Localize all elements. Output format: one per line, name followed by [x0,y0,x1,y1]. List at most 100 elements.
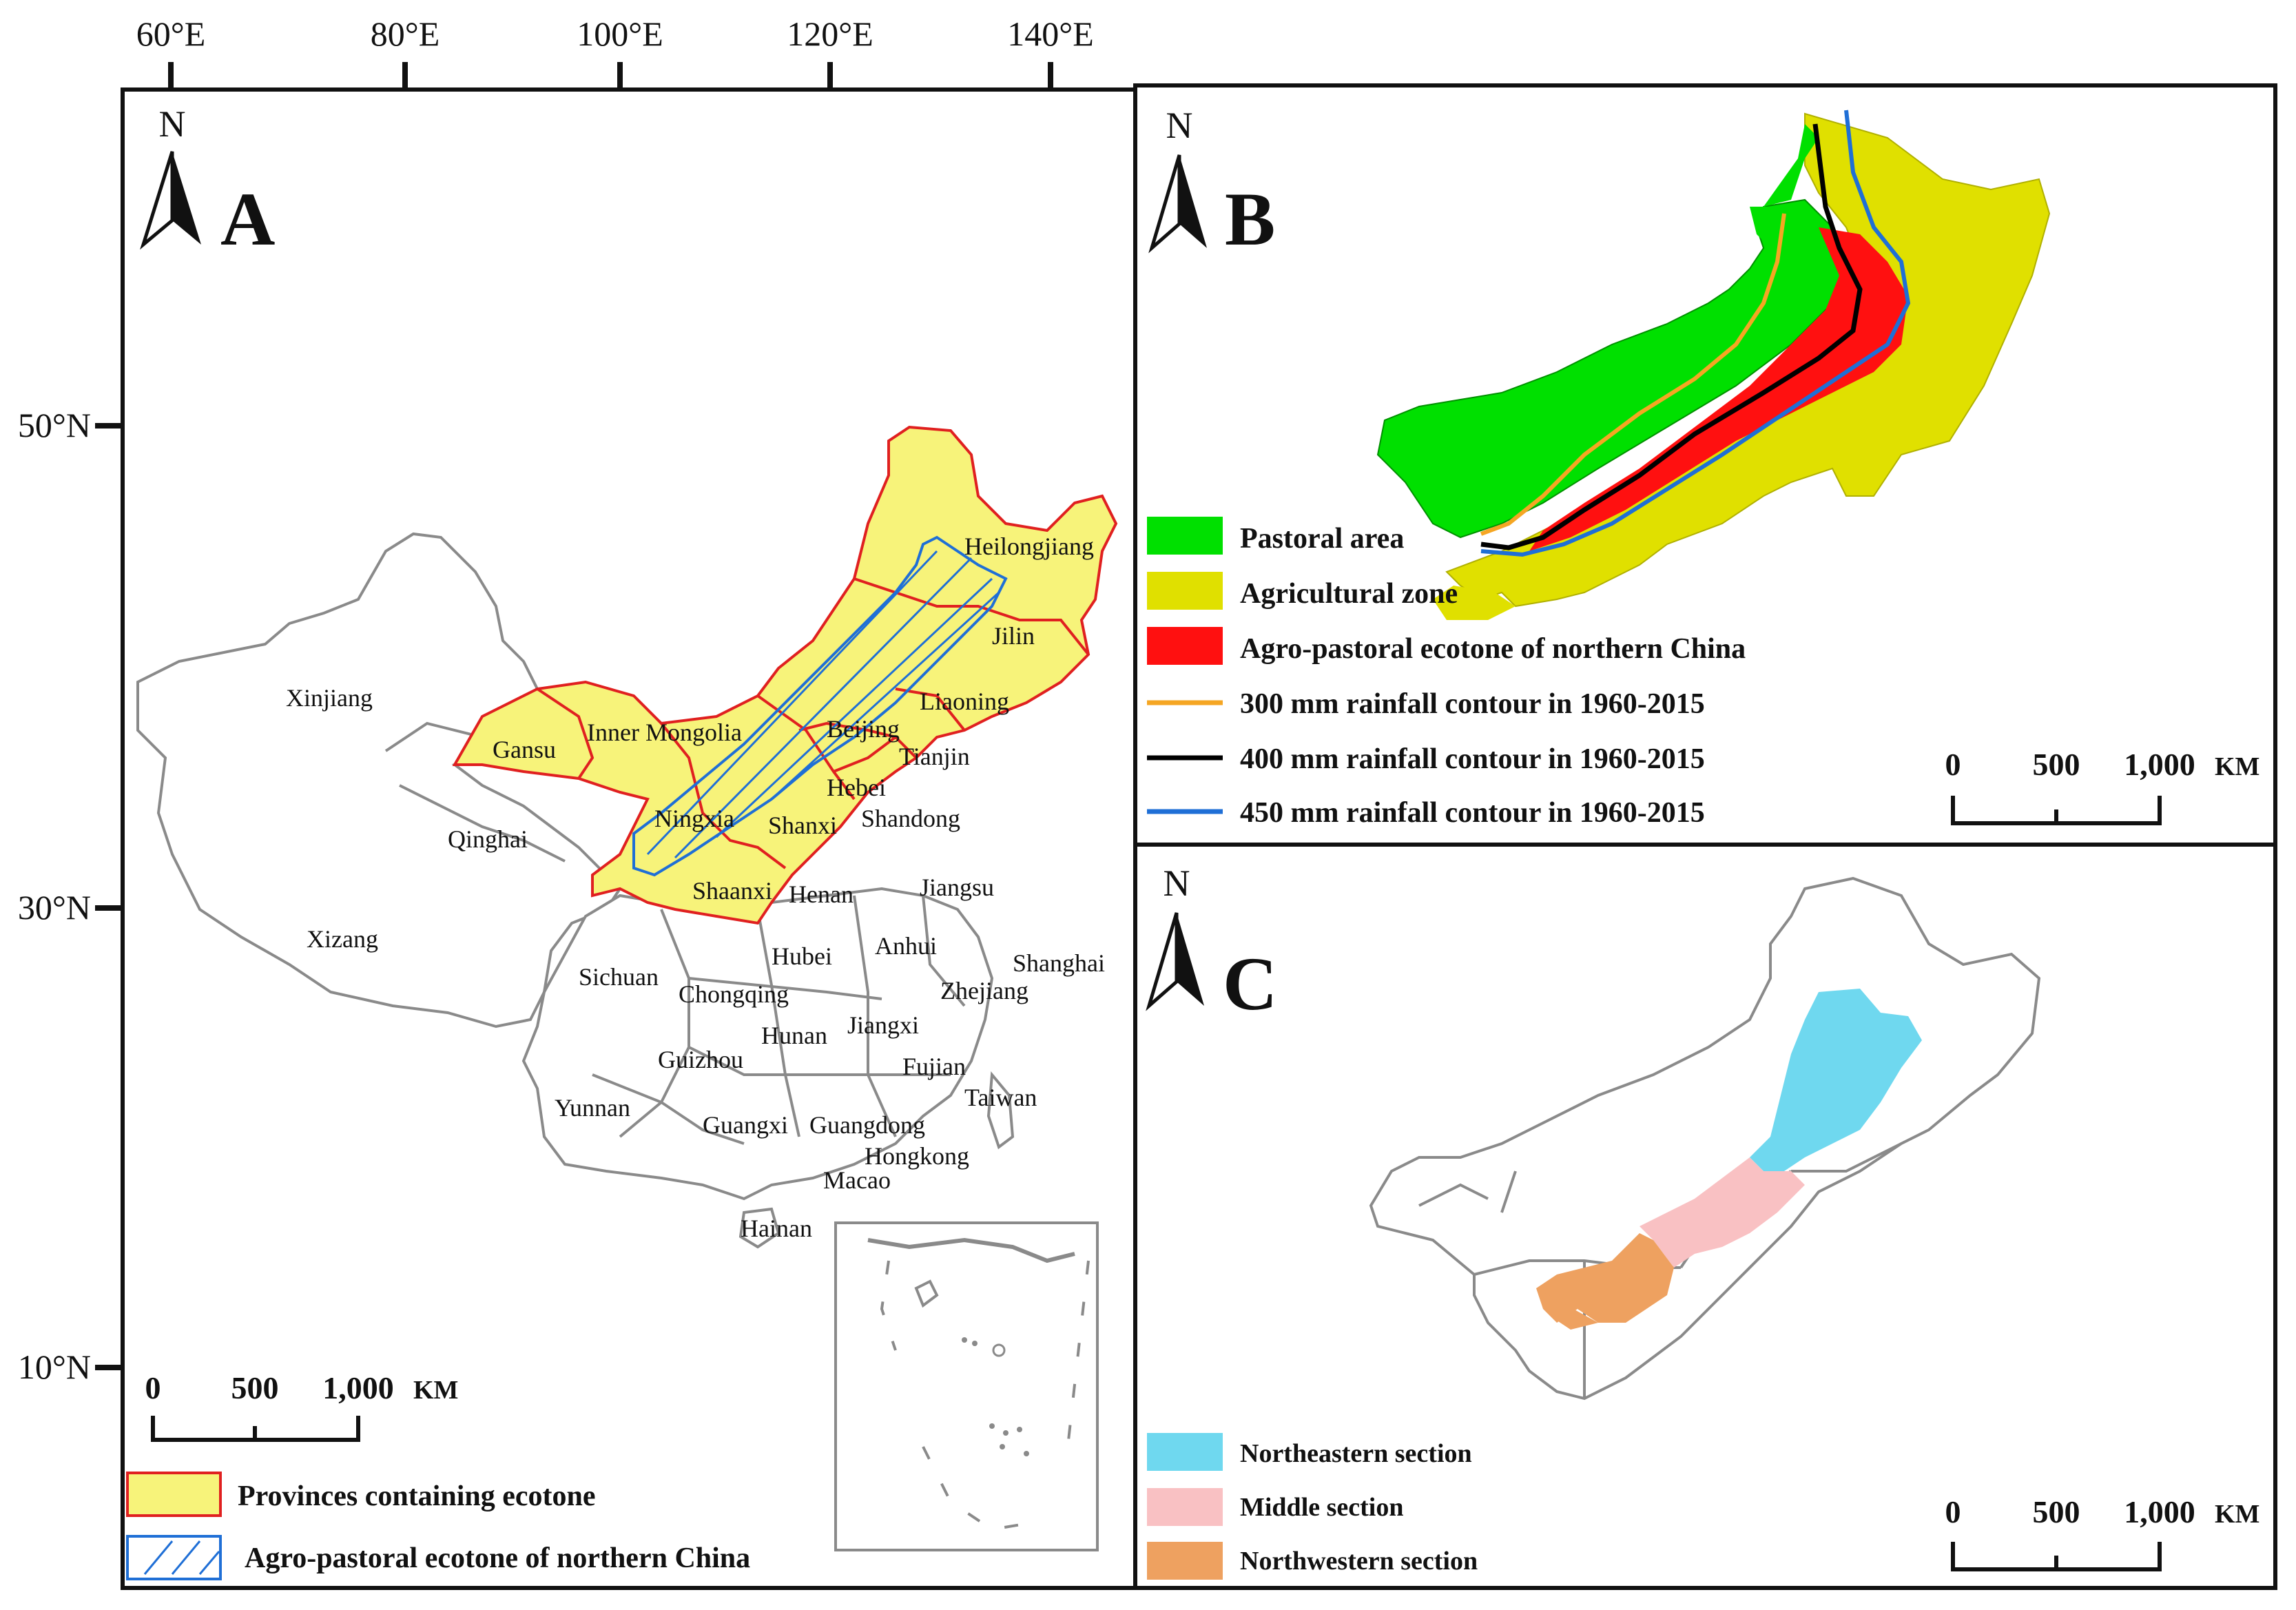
province-label: Hunan [761,1022,827,1049]
svg-text:0: 0 [1945,1494,1961,1529]
svg-text:1,000: 1,000 [322,1370,394,1405]
ecotone-belt-a [632,535,1008,877]
contour-450mm [1480,110,1911,557]
legend-swatch-ecotone-b [1147,627,1223,665]
province-label: Shanxi [768,812,837,839]
panel-b-label: B [1225,177,1275,261]
legend-label-northeastern: Northeastern section [1240,1439,1472,1468]
province-label: Heilongjiang [964,533,1094,560]
panel-c-legend: Northeastern section Middle section Nort… [1147,1433,1478,1580]
panel-a: N A [126,103,1118,1580]
taiwan-island [986,1071,1015,1150]
province-label: Hebei [827,774,886,801]
lon-label-120: 120°E [787,14,873,53]
province-label: Fujian [902,1053,966,1080]
south-china-sea-inset [834,1221,1099,1551]
province-label: Hongkong [865,1142,969,1170]
province-label: Macao [823,1166,891,1194]
province-label: Guangdong [809,1111,925,1139]
panel-c-north-arrow: N [1146,863,1204,1011]
province-label: Guangxi [703,1111,788,1139]
province-label: Hainan [741,1215,812,1242]
svg-text:KM: KM [2215,1500,2259,1529]
ecotone-provinces-region [452,425,1118,925]
panel-a-legend: Provinces containing ecotone Agro-pastor… [126,1472,750,1580]
svg-text:N: N [1166,105,1193,146]
province-label: Inner Mongolia [587,719,742,746]
province-label: Chongqing [679,980,789,1008]
legend-label-middle: Middle section [1240,1493,1403,1522]
svg-text:0: 0 [145,1370,161,1405]
province-label: Yunnan [555,1094,630,1122]
lon-axis: 60°E 80°E 100°E 120°E 140°E [136,14,1094,90]
province-label: Ningxia [654,805,734,832]
province-label: Jiangxi [847,1011,919,1039]
svg-text:500: 500 [231,1370,279,1405]
contour-400mm [1480,123,1863,550]
panel-c-provinces-outline [1369,876,2041,1401]
legend-label-400mm: 400 mm rainfall contour in 1960-2015 [1240,743,1705,775]
panel-c-frame [1133,843,2277,1590]
province-label: Shandong [861,805,960,832]
lon-label-100: 100°E [577,14,663,53]
legend-label-northwestern: Northwestern section [1240,1547,1478,1576]
province-label: Qinghai [448,825,528,853]
panel-c: N C Northeastern section Middle section … [1146,863,2259,1580]
panel-c-label: C [1223,942,1277,1026]
svg-text:KM: KM [2215,752,2259,781]
province-label: Sichuan [579,963,659,991]
lon-label-140: 140°E [1007,14,1094,53]
lat-label-30: 30°N [18,888,91,927]
legend-label-provinces: Provinces containing ecotone [238,1480,596,1512]
province-label: Beijing [827,715,900,743]
lon-label-80: 80°E [371,14,440,53]
svg-text:0: 0 [1945,747,1961,782]
province-label: Taiwan [964,1084,1037,1111]
province-label: Anhui [875,932,937,960]
province-label: Xinjiang [286,684,373,712]
svg-text:1,000: 1,000 [2124,747,2195,782]
lat-axis: 50°N 30°N 10°N [18,406,123,1386]
legend-label-300mm: 300 mm rainfall contour in 1960-2015 [1240,688,1705,720]
lat-label-10: 10°N [18,1348,91,1386]
legend-label-agricultural: Agricultural zone [1240,578,1458,610]
panel-a-north-arrow: N [140,103,201,250]
legend-swatch-northeastern [1147,1433,1223,1471]
legend-swatch-middle [1147,1488,1223,1526]
panel-b-north-arrow: N [1148,105,1207,254]
legend-label-pastoral: Pastoral area [1240,523,1404,555]
svg-text:N: N [1163,863,1190,904]
province-label: Hubei [772,942,832,970]
panel-b-scale-bar: 0 500 1,000 KM [1945,747,2259,825]
legend-swatch-agricultural [1147,572,1223,610]
panel-b: N B Pastoral area Agricultural zone Agro… [1147,105,2259,829]
legend-swatch-pastoral [1147,517,1223,555]
legend-swatch-provinces [126,1472,222,1517]
province-label: Jiangsu [920,874,994,901]
north-letter: N [159,103,186,145]
lat-label-50: 50°N [18,406,91,444]
middle-section [1640,1157,1805,1268]
province-label: Tianjin [899,743,970,770]
province-label: Zhejiang [940,977,1028,1004]
province-label: Henan [789,880,854,908]
province-label: Shanghai [1013,949,1105,977]
province-labels: Xinjiang Gansu Inner Mongolia Heilongjia… [286,533,1105,1242]
northeastern-section [1750,989,1922,1171]
svg-text:KM: KM [413,1376,458,1405]
svg-text:500: 500 [2033,1494,2080,1529]
panel-b-legend: Pastoral area Agricultural zone Agro-pas… [1147,517,1746,829]
lon-label-60: 60°E [136,14,206,53]
legend-label-ecotone: Agro-pastoral ecotone of northern China [245,1542,750,1574]
province-label: Liaoning [920,688,1009,715]
northwestern-section [1536,1233,1674,1323]
svg-text:500: 500 [2033,747,2080,782]
panel-c-scale-bar: 0 500 1,000 KM [1945,1494,2259,1571]
province-label: Xizang [307,925,378,953]
western-china-outline [136,532,622,1029]
province-label: Shaanxi [692,877,772,905]
legend-swatch-northwestern [1147,1542,1223,1580]
province-label: Gansu [493,736,556,763]
svg-text:1,000: 1,000 [2124,1494,2195,1529]
